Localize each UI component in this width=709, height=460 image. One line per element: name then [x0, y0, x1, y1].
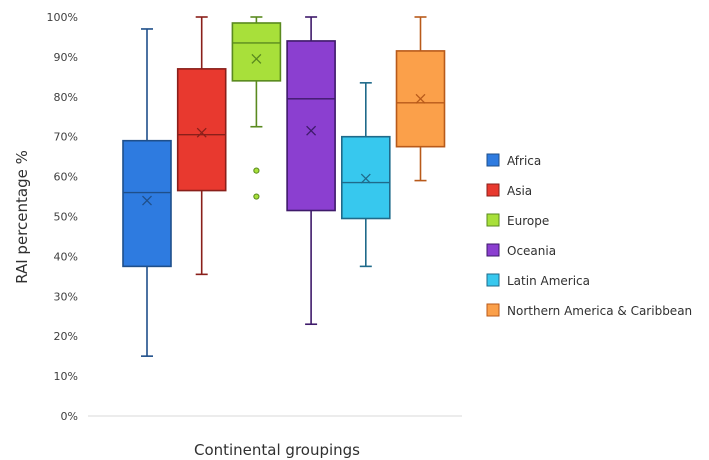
legend-label: Latin America [507, 274, 590, 288]
legend-label: Asia [507, 184, 532, 198]
box-europe [231, 16, 282, 200]
mean-marker [251, 53, 262, 64]
x-axis-title: Continental groupings [194, 441, 360, 459]
y-tick-label: 20% [54, 330, 78, 343]
outlier-point [253, 167, 260, 174]
y-tick-label: 30% [54, 290, 78, 303]
box-africa [122, 28, 172, 357]
y-tick-label: 10% [54, 370, 78, 383]
legend-swatch [486, 213, 500, 227]
mean-marker [196, 127, 207, 138]
y-tick-label: 90% [54, 51, 78, 64]
y-tick-label: 40% [54, 250, 78, 263]
mean-marker [415, 93, 426, 104]
legend-swatch [486, 273, 500, 287]
y-tick-label: 60% [54, 171, 78, 184]
iqr-box [122, 139, 172, 268]
iqr-box [340, 135, 391, 220]
box-series [122, 16, 446, 357]
legend-swatch [486, 243, 500, 257]
box-northern-america-caribbean [395, 16, 446, 182]
legend-label: Northern America & Caribbean [507, 304, 692, 318]
box-oceania [286, 16, 336, 326]
y-tick-label: 50% [54, 211, 78, 224]
mean-marker [306, 125, 317, 136]
legend-label: Europe [507, 214, 549, 228]
legend-swatch [486, 183, 500, 197]
legend-label: Africa [507, 154, 541, 168]
box-latin-america [340, 82, 391, 268]
legend-swatch [486, 303, 500, 317]
iqr-box [176, 68, 227, 192]
iqr-box [286, 40, 336, 212]
y-tick-label: 70% [54, 131, 78, 144]
mean-marker [142, 195, 152, 206]
legend: Africa Asia Europe Oceania Latin America Nort… [486, 153, 692, 318]
iqr-box [231, 22, 282, 82]
y-tick-label: 100% [47, 11, 78, 24]
box-asia [176, 16, 227, 276]
y-axis-ticks: 0% 10% 20% 30% 40% 50% 60% 70% 80% 90% 100% [47, 11, 78, 423]
outlier-point [253, 193, 260, 200]
mean-marker [360, 173, 371, 184]
legend-swatch [486, 153, 500, 167]
y-axis-title: RAI percentage % [13, 150, 31, 284]
y-tick-label: 0% [61, 410, 78, 423]
y-tick-label: 80% [54, 91, 78, 104]
legend-label: Oceania [507, 244, 556, 258]
